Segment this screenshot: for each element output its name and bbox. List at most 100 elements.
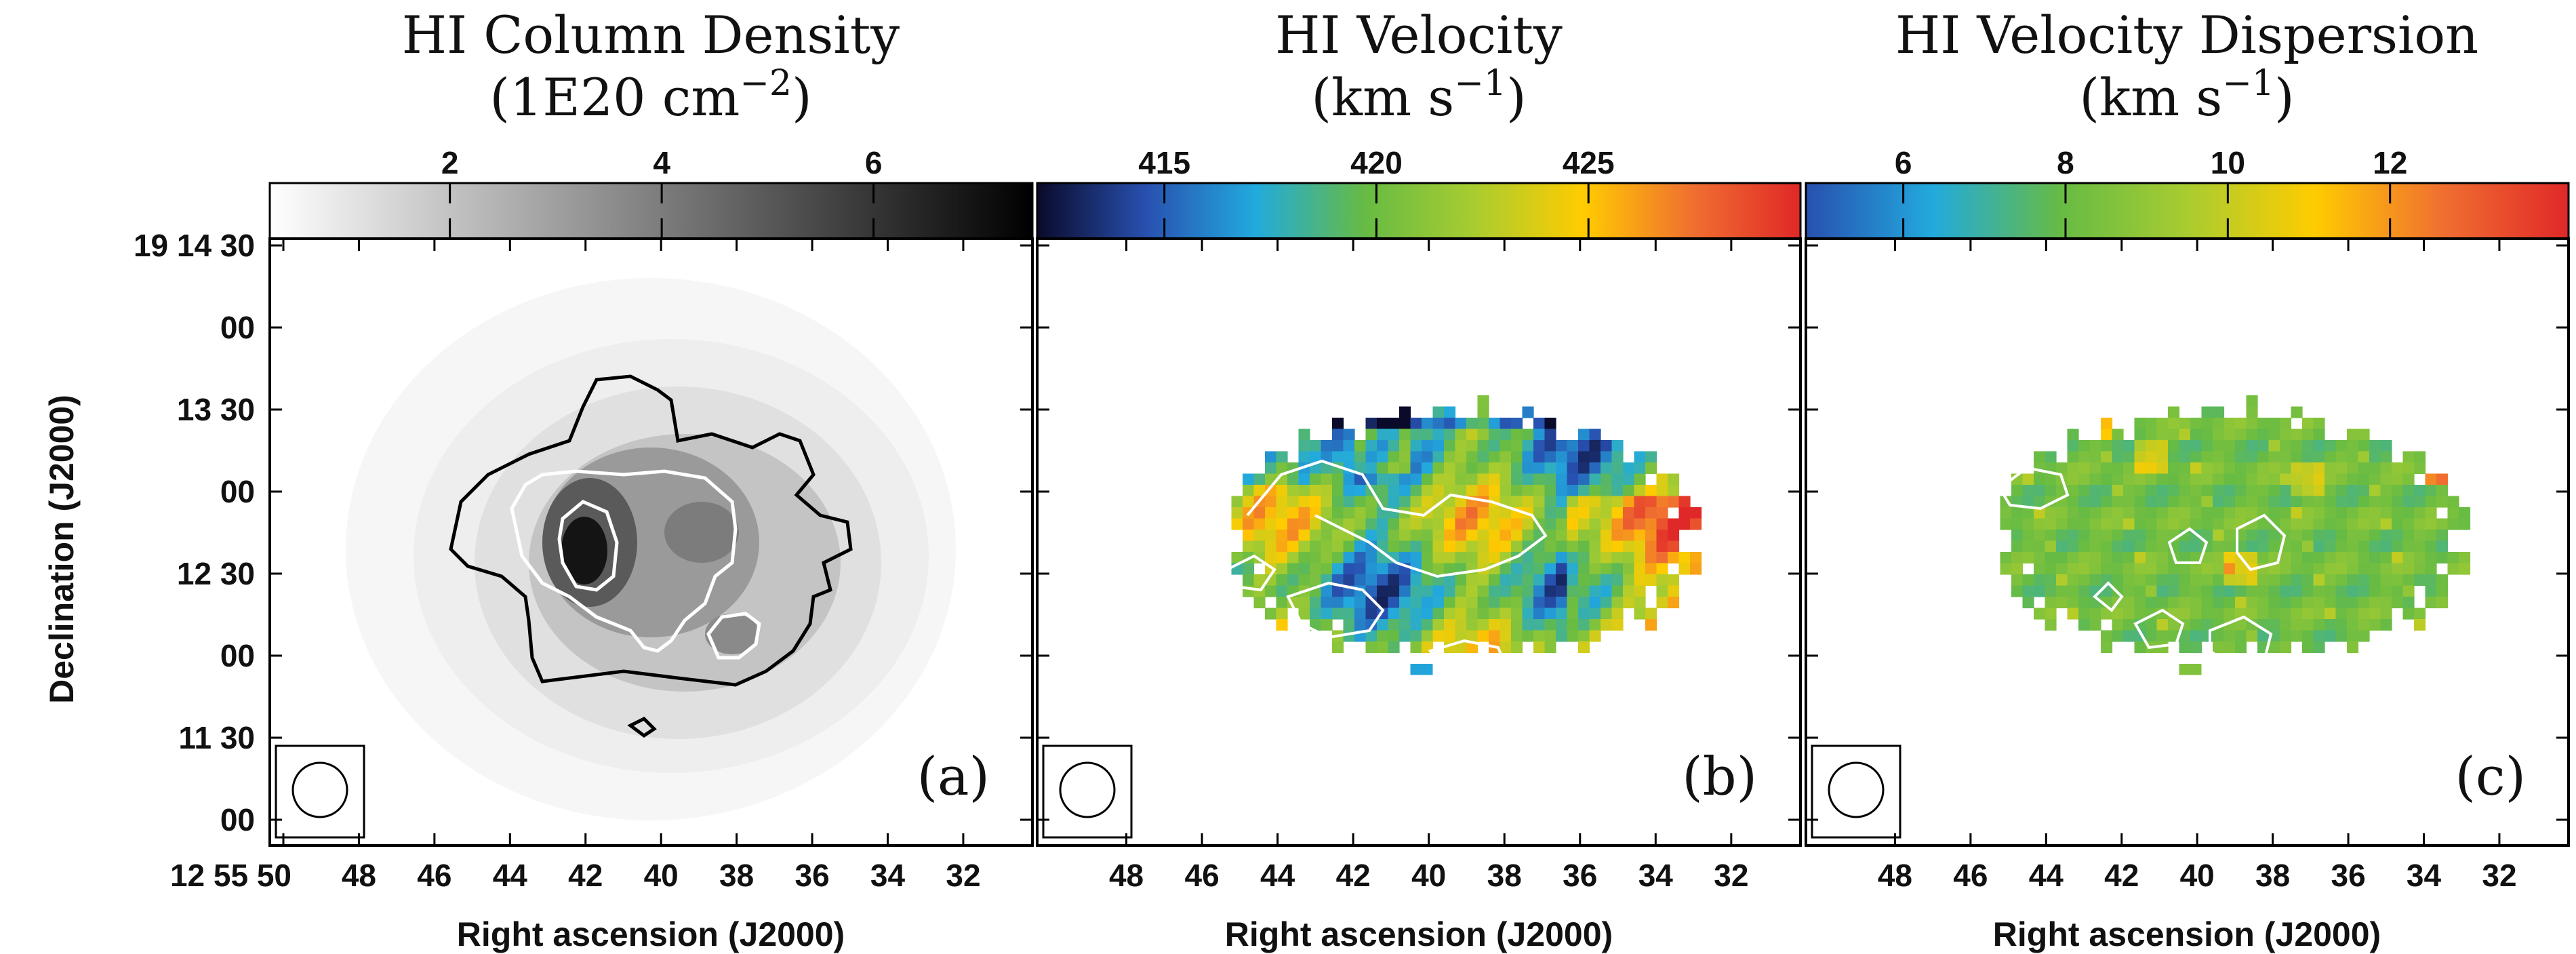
map-pixel: [2325, 574, 2337, 587]
map-pixel: [2235, 418, 2247, 430]
map-pixel: [1567, 530, 1579, 542]
map-pixel: [2268, 473, 2280, 485]
map-pixel: [2123, 619, 2135, 631]
map-pixel: [2257, 540, 2270, 553]
map-pixel: [2223, 552, 2236, 564]
map-pixel: [1332, 597, 1344, 609]
map-pixel: [1489, 440, 1501, 452]
map-pixel: [2034, 574, 2046, 587]
map-pixel: [2123, 540, 2135, 553]
map-pixel: [2201, 462, 2213, 475]
map-pixel: [2146, 552, 2158, 564]
map-pixel: [2134, 496, 2146, 508]
map-pixel: [2022, 540, 2034, 553]
map-pixel: [1388, 518, 1400, 530]
map-a: [346, 278, 956, 820]
map-pixel: [1489, 597, 1501, 609]
map-pixel: [1343, 608, 1355, 620]
map-pixel: [2213, 418, 2225, 430]
map-pixel: [1522, 462, 1534, 475]
colorbar-tick-label: 2: [441, 145, 459, 180]
map-pixel: [2168, 429, 2180, 441]
map-pixel: [1533, 485, 1546, 497]
map-pixel: [2302, 552, 2314, 564]
map-pixel: [2246, 429, 2258, 441]
map-pixel: [1533, 418, 1546, 430]
map-pixel: [2123, 552, 2135, 564]
map-pixel: [1556, 485, 1568, 497]
map-pixel: [2302, 440, 2314, 452]
map-pixel: [2280, 585, 2292, 597]
map-pixel: [1466, 462, 1478, 475]
map-pixel: [1601, 485, 1613, 497]
map-pixel: [1511, 563, 1523, 575]
map-pixel: [2257, 418, 2270, 430]
map-pixel: [2067, 451, 2079, 463]
map-pixel: [2078, 473, 2091, 485]
map-pixel: [1567, 540, 1579, 553]
map-pixel: [1544, 440, 1556, 452]
map-pixel: [1522, 406, 1534, 418]
map-pixel: [1589, 440, 1601, 452]
map-pixel: [2134, 418, 2146, 430]
map-pixel: [1466, 597, 1478, 609]
map-pixel: [2056, 462, 2068, 475]
map-pixel: [1533, 585, 1546, 597]
map-pixel: [1544, 619, 1556, 631]
map-pixel: [2302, 418, 2314, 430]
x-tick-label: 32: [946, 858, 980, 893]
x-tick-label: 46: [1184, 858, 1219, 893]
map-pixel: [1377, 473, 1389, 485]
map-pixel: [1455, 496, 1467, 508]
map-pixel: [1500, 530, 1512, 542]
map-pixel: [1432, 608, 1445, 620]
map-pixel: [1455, 530, 1467, 542]
map-pixel: [1589, 462, 1601, 475]
map-pixel: [1410, 485, 1422, 497]
map-pixel: [2392, 485, 2404, 497]
map-pixel: [2067, 485, 2079, 497]
map-pixel: [1589, 585, 1601, 597]
map-pixel: [1298, 507, 1310, 519]
map-pixel: [2156, 530, 2169, 542]
map-pixel: [1578, 440, 1590, 452]
map-pixel: [1611, 619, 1624, 631]
map-pixel: [1623, 496, 1635, 508]
map-pixel: [2168, 406, 2180, 418]
map-pixel: [1265, 507, 1277, 519]
map-pixel: [2358, 429, 2370, 441]
map-pixel: [1589, 530, 1601, 542]
map-pixel: [2146, 597, 2158, 609]
map-pixel: [2414, 574, 2426, 587]
map-pixel: [1544, 563, 1556, 575]
map-pixel: [1522, 518, 1534, 530]
map-pixel: [2380, 496, 2392, 508]
map-pixel: [2022, 485, 2034, 497]
map-pixel: [2246, 451, 2258, 463]
map-pixel: [2112, 518, 2124, 530]
map-pixel: [2134, 530, 2146, 542]
map-pixel: [1354, 563, 1367, 575]
map-pixel: [2168, 574, 2180, 587]
map-pixel: [2045, 563, 2057, 575]
map-pixel: [1422, 496, 1434, 508]
map-pixel: [1578, 507, 1590, 519]
map-pixel: [1410, 440, 1422, 452]
map-pixel: [1544, 485, 1556, 497]
map-pixel: [1567, 563, 1579, 575]
map-pixel: [1388, 496, 1400, 508]
map-pixel: [1578, 552, 1590, 564]
map-pixel: [1444, 574, 1456, 587]
map-pixel: [2146, 585, 2158, 597]
x-tick-label: 12 55 50: [170, 858, 291, 893]
map-pixel: [1332, 507, 1344, 519]
map-pixel: [1500, 451, 1512, 463]
map-pixel: [1265, 540, 1277, 553]
panel-b: HI Velocity (km s−1) 415 420 425 (b) 48 46 4…: [1036, 5, 1802, 953]
x-axis-label-a: Right ascension (J2000): [457, 915, 845, 953]
map-pixel: [1265, 451, 1277, 463]
map-pixel: [1365, 540, 1377, 553]
map-pixel: [2313, 597, 2325, 609]
map-pixel: [2213, 552, 2225, 564]
map-pixel: [2246, 552, 2258, 564]
